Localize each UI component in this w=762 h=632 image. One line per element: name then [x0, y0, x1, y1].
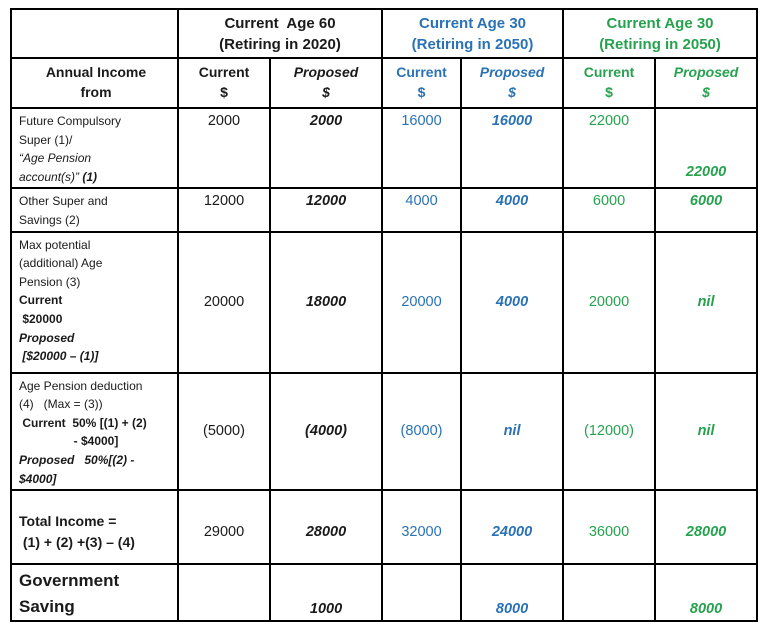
cell-future-super-proposed-green: 22000 — [654, 106, 759, 190]
cell-government-saving-current-blue — [381, 563, 463, 623]
group-age30-blue-line1: Current Age 30 — [419, 14, 527, 32]
group-age60-line2: (Retiring in 2020) — [219, 35, 341, 53]
cell-total-income-proposed-green: 28000 — [654, 489, 759, 566]
cell-government-saving-proposed-black: 1000 — [268, 563, 384, 623]
row-other-super: Other Super and Savings (2) 12000 12000 … — [10, 187, 759, 233]
income-comparison-table: Current Age 60 (Retiring in 2020) Curren… — [10, 8, 759, 623]
cell-max-pension-current-blue: 20000 — [381, 230, 463, 374]
cell-other-super-current-green: 6000 — [562, 187, 657, 233]
cell-other-super-proposed-black: 12000 — [268, 187, 384, 233]
row-header-annual-income: Annual Income from — [10, 57, 179, 109]
cell-deduction-current-green: (12000) — [562, 371, 657, 492]
cell-total-income-proposed-blue: 24000 — [460, 489, 565, 566]
cell-deduction-current-blue: (8000) — [381, 371, 463, 492]
cell-total-income-current-blue: 32000 — [381, 489, 463, 566]
cell-other-super-label: Other Super and Savings (2) — [10, 187, 179, 233]
cell-max-pension-label: Max potential (additional) Age Pension (… — [10, 230, 179, 374]
col-header-proposed-green: Proposed $ — [654, 57, 759, 109]
col-header-proposed-blue: Proposed $ — [460, 57, 565, 109]
col-group-age30-green: Current Age 30 (Retiring in 2050) — [562, 8, 759, 59]
cell-deduction-proposed-black: (4000) — [268, 371, 384, 492]
cell-total-income-current-black: 29000 — [177, 489, 271, 566]
cell-future-super-proposed-blue: 16000 — [460, 106, 565, 190]
group-age30-green-line2: (Retiring in 2050) — [599, 35, 721, 53]
cell-max-pension-proposed-black: 18000 — [268, 230, 384, 374]
cell-future-super-proposed-black: 2000 — [268, 106, 384, 190]
cell-deduction-proposed-blue: nil — [460, 371, 565, 492]
cell-total-income-proposed-black: 28000 — [268, 489, 384, 566]
cell-government-saving-proposed-blue: 8000 — [460, 563, 565, 623]
cell-government-saving-current-green — [562, 563, 657, 623]
cell-other-super-current-blue: 4000 — [381, 187, 463, 233]
row-total-income: Total Income = (1) + (2) +(3) – (4) 2900… — [10, 489, 759, 566]
group-age60-line1: Current Age 60 — [224, 14, 336, 32]
cell-future-super-current-green: 22000 — [562, 106, 657, 190]
table-row-column-headers: Annual Income from Current $ Proposed $ … — [10, 57, 759, 109]
cell-deduction-label: Age Pension deduction (4) (Max = (3)) Cu… — [10, 371, 179, 492]
cell-other-super-proposed-green: 6000 — [654, 187, 759, 233]
cell-future-super-label: Future Compulsory Super (1)/ “Age Pensio… — [10, 106, 179, 190]
col-header-proposed-black: Proposed $ — [268, 57, 384, 109]
row-max-pension: Max potential (additional) Age Pension (… — [10, 230, 759, 374]
group-age30-green-line1: Current Age 30 — [606, 14, 714, 32]
col-group-age60: Current Age 60 (Retiring in 2020) — [176, 8, 384, 59]
row-government-saving: Government Saving 1000 8000 8000 — [10, 563, 759, 623]
col-group-age30-blue: Current Age 30 (Retiring in 2050) — [381, 8, 565, 59]
cell-max-pension-current-green: 20000 — [562, 230, 657, 374]
row-future-super: Future Compulsory Super (1)/ “Age Pensio… — [10, 106, 759, 190]
cell-max-pension-current-black: 20000 — [177, 230, 271, 374]
cell-max-pension-proposed-blue: 4000 — [460, 230, 565, 374]
col-header-current-blue: Current $ — [381, 57, 463, 109]
group-age30-blue-line2: (Retiring in 2050) — [411, 35, 534, 53]
cell-total-income-current-green: 36000 — [562, 489, 657, 566]
cell-other-super-current-black: 12000 — [177, 187, 271, 233]
cell-total-income-label: Total Income = (1) + (2) +(3) – (4) — [10, 489, 179, 566]
cell-max-pension-proposed-green: nil — [654, 230, 759, 374]
table-row-group-headers: Current Age 60 (Retiring in 2020) Curren… — [10, 8, 759, 59]
cell-deduction-current-black: (5000) — [177, 371, 271, 492]
cell-government-saving-current-black — [177, 563, 271, 623]
cell-deduction-proposed-green: nil — [654, 371, 759, 492]
corner-cell — [10, 8, 179, 59]
row-pension-deduction: Age Pension deduction (4) (Max = (3)) Cu… — [10, 371, 759, 492]
cell-government-saving-label: Government Saving — [10, 563, 179, 623]
cell-government-saving-proposed-green: 8000 — [654, 563, 759, 623]
col-header-current-green: Current $ — [562, 57, 657, 109]
cell-future-super-current-black: 2000 — [177, 106, 271, 190]
col-header-current-black: Current $ — [177, 57, 271, 109]
cell-future-super-current-blue: 16000 — [381, 106, 463, 190]
cell-other-super-proposed-blue: 4000 — [460, 187, 565, 233]
